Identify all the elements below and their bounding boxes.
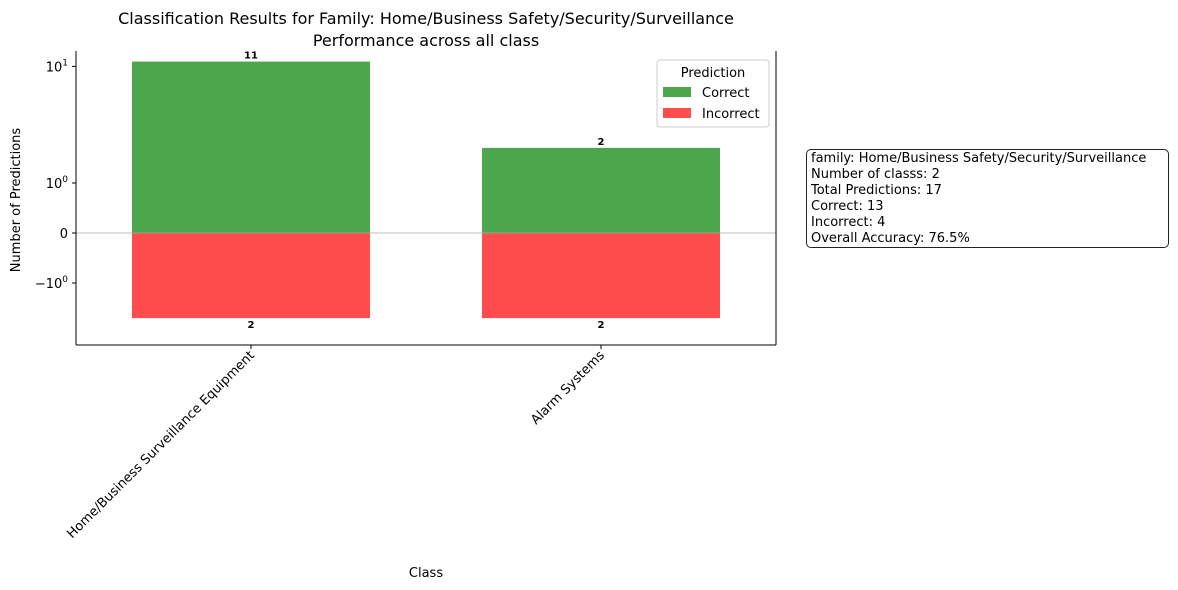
data-labels-group: 11 2 2 2 [244,51,604,332]
chart-title: Classification Results for Family: Home/… [118,9,734,28]
legend-title: Prediction [681,66,746,81]
x-ticks-group: Home/Business Surveillance Equipment Alar… [64,345,608,542]
data-label-correct-1: 2 [598,137,605,148]
y-tick-label-1: 100 [46,175,69,192]
data-label-incorrect-0: 2 [248,320,255,331]
legend-swatch-correct [663,87,691,97]
info-incorrect: Incorrect: 4 [811,215,886,230]
bars-group [132,61,720,319]
chart-subtitle: Performance across all class [313,31,539,50]
legend-label-incorrect: Incorrect [702,107,760,122]
info-num-classes: Number of classs: 2 [811,167,940,182]
summary-info-box: family: Home/Business Safety/Security/Su… [806,149,1169,248]
legend-label-correct: Correct [702,86,749,101]
bar-incorrect-1 [482,233,720,319]
info-family: family: Home/Business Safety/Security/Su… [811,151,1147,166]
y-tick-label-2: 0 [60,227,68,242]
x-tick-label-0: Home/Business Surveillance Equipment [64,348,258,542]
info-accuracy: Overall Accuracy: 76.5% [811,231,970,246]
info-total-predictions: Total Predictions: 17 [811,183,942,198]
info-correct: Correct: 13 [811,199,884,214]
x-tick-label-1: Alarm Systems [528,348,608,428]
y-tick-label-3: −100 [35,275,68,292]
bar-correct-1 [482,147,720,233]
legend: Prediction Correct Incorrect [656,59,770,128]
y-ticks-group: 101 100 0 −100 [35,58,76,292]
data-label-incorrect-1: 2 [598,320,605,331]
data-label-correct-0: 11 [244,51,258,62]
y-axis-label: Number of Predictions [9,128,24,273]
x-axis-label: Class [409,566,443,581]
legend-swatch-incorrect [663,108,691,118]
bar-incorrect-0 [132,233,370,319]
bar-correct-0 [132,61,370,234]
y-tick-label-0: 101 [46,58,68,75]
